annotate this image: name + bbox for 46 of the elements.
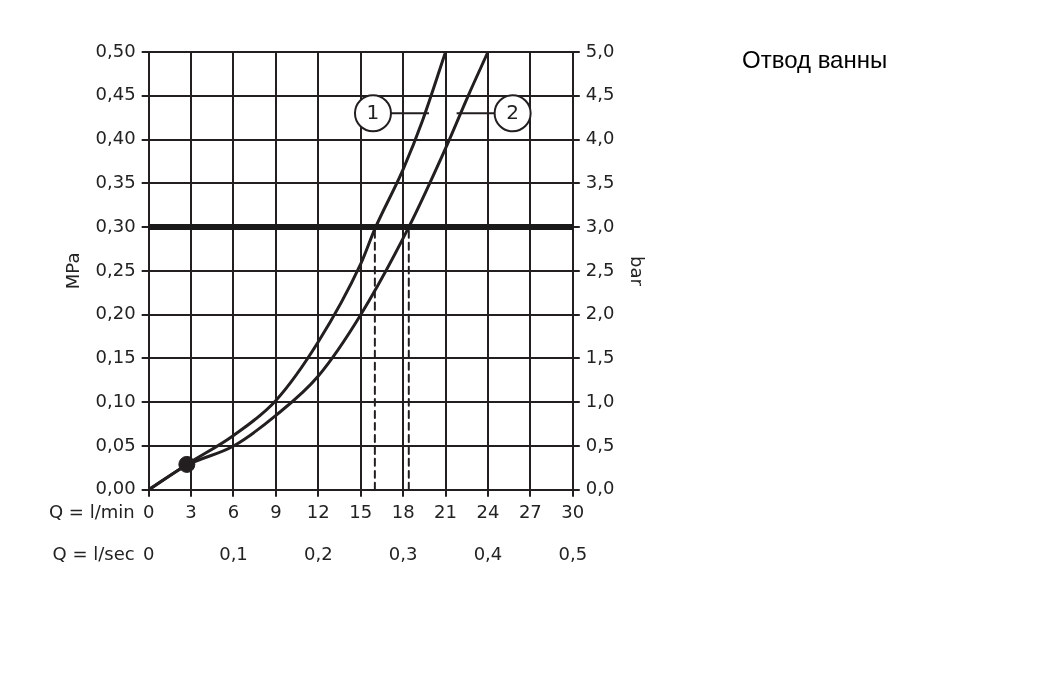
y-tick-label: 0,40 (95, 127, 136, 149)
y2-tick-label: 5,0 (585, 39, 615, 61)
y2-tick-label: 4,0 (585, 127, 615, 149)
x-axis-title: Q = l/min (48, 501, 135, 523)
x-tick-label: 18 (391, 501, 415, 523)
y2-tick-label: 2,5 (585, 258, 615, 280)
y-tick-label: 0,00 (95, 477, 136, 499)
text: Отвод ванны (742, 46, 888, 74)
y-tick-label: 0,15 (95, 346, 136, 368)
y-tick-label: 0,45 (95, 83, 136, 105)
x-tick-label: 0 (142, 501, 155, 523)
x2-tick-label: 0,1 (219, 542, 248, 564)
y2-tick-label: 1,0 (585, 389, 615, 411)
y2-tick-label: 0,5 (585, 433, 615, 455)
y-tick-label: 0,30 (95, 214, 136, 236)
y2-tick-label: 3,5 (585, 171, 615, 193)
y-tick-label: 0,20 (95, 302, 136, 324)
x-tick-label: 12 (306, 501, 330, 523)
y2-tick-label: 2,0 (585, 302, 615, 324)
x-tick-label: 6 (227, 501, 240, 523)
x-tick-label: 24 (476, 501, 500, 523)
legend-label: 2 (506, 100, 519, 125)
y2-tick-label: 4,5 (585, 83, 615, 105)
x-tick-label: 3 (185, 501, 197, 523)
x2-tick-label: 0,3 (388, 542, 418, 564)
y2-tick-label: 0,0 (585, 477, 615, 499)
y2-axis-title: bar (626, 255, 648, 287)
x2-tick-label: 0,4 (473, 542, 503, 564)
y-tick-label: 0,50 (95, 39, 136, 61)
x2-tick-label: 0,2 (304, 542, 333, 564)
y-tick-label: 0,05 (95, 433, 136, 455)
x2-tick-label: 0,5 (558, 542, 588, 564)
y-tick-label: 0,25 (95, 258, 136, 280)
y-axis-title: MPa (62, 252, 84, 290)
x-tick-label: 30 (561, 501, 585, 523)
x2-tick-label: 0 (142, 542, 155, 564)
x-tick-label: 27 (518, 501, 542, 523)
y2-tick-label: 3,0 (585, 214, 615, 236)
y-tick-label: 0,35 (95, 171, 136, 193)
series-label: 1 (366, 100, 380, 125)
y2-tick-label: 1,5 (585, 346, 615, 368)
y-tick-label: 0,10 (95, 389, 136, 411)
x-tick-label: 21 (434, 501, 457, 523)
x2-axis-title: Q = l/sec (52, 543, 135, 565)
x-tick-label: 9 (270, 501, 282, 523)
x-tick-label: 15 (349, 501, 373, 523)
